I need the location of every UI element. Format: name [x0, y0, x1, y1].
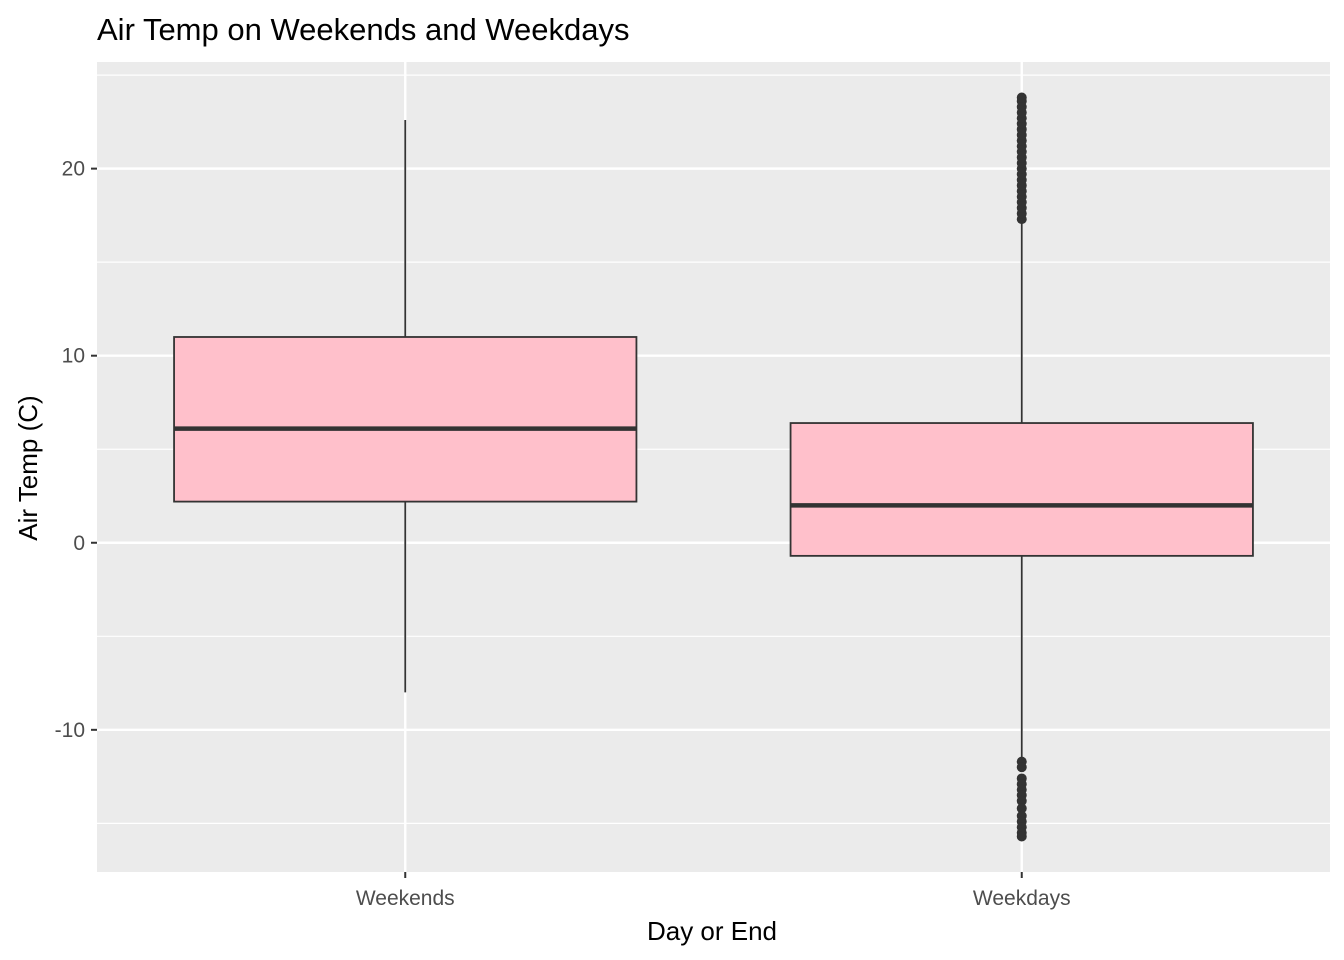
y-axis-title: Air Temp (C)	[13, 395, 43, 540]
box-weekdays	[789, 92, 1254, 842]
x-tick-label: Weekdays	[973, 887, 1071, 910]
y-tick-label: 0	[73, 532, 85, 555]
outlier-point	[1016, 762, 1027, 773]
y-tick-label: -10	[55, 719, 85, 742]
outlier-point	[1016, 92, 1027, 103]
y-axis: -10 0 10 20	[55, 158, 97, 742]
chart-title: Air Temp on Weekends and Weekdays	[97, 12, 629, 47]
boxes-layer	[173, 92, 1254, 842]
box-iqr	[789, 422, 1254, 557]
y-tick-label: 10	[62, 345, 85, 368]
x-axis-title: Day or End	[647, 916, 777, 946]
x-tick-label: Weekends	[356, 887, 455, 910]
box-weekends	[173, 119, 638, 693]
box-iqr	[173, 336, 638, 503]
x-axis: Weekends Weekdays	[356, 872, 1071, 910]
outlier-point	[1016, 795, 1027, 806]
y-tick-label: 20	[62, 158, 85, 181]
outlier-point	[1016, 831, 1027, 842]
outlier-point	[1016, 803, 1027, 814]
